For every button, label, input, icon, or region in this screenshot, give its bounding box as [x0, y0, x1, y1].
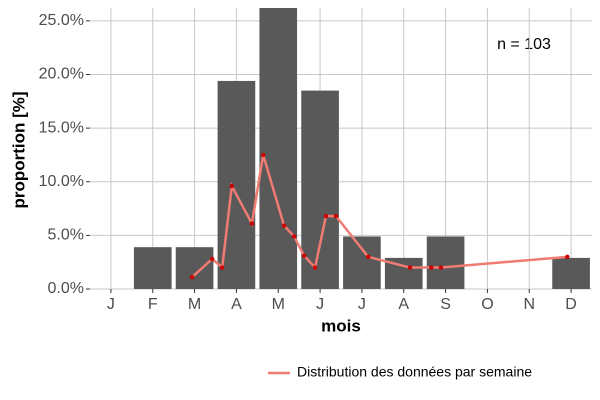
x-tick-label: O: [481, 296, 493, 313]
y-tick-label: 15.0%: [39, 119, 84, 136]
point: [209, 256, 215, 262]
legend-label: Distribution des données par semaine: [297, 364, 532, 380]
y-tick-label: 10.0%: [39, 173, 84, 190]
x-axis-label: mois: [321, 316, 361, 335]
bar: [552, 257, 590, 289]
x-tick-label: J: [107, 296, 115, 313]
point: [438, 265, 444, 270]
point: [249, 221, 255, 226]
x-tick-label: N: [523, 296, 535, 313]
point: [219, 265, 225, 270]
x-tick-label: J: [358, 296, 366, 313]
point: [260, 152, 266, 158]
y-tick-label: 0.0%: [48, 280, 84, 297]
bar: [343, 236, 381, 289]
x-tick-label: M: [272, 296, 285, 313]
bar: [133, 247, 172, 289]
point: [189, 275, 195, 280]
point: [323, 213, 329, 219]
point: [291, 234, 297, 239]
x-tick-label: A: [231, 296, 242, 313]
x-tick-label: S: [440, 296, 451, 313]
y-tick-label: 5.0%: [48, 227, 84, 244]
bar: [259, 8, 298, 289]
point: [312, 265, 318, 270]
point: [281, 223, 287, 228]
annotation: n = 103: [497, 36, 551, 53]
point: [429, 265, 434, 270]
y-axis-label: proportion [%]: [9, 91, 28, 208]
point: [365, 254, 371, 260]
x-tick-label: D: [565, 296, 577, 313]
bar: [175, 247, 214, 289]
point: [229, 183, 235, 189]
x-tick-label: J: [316, 296, 324, 313]
x-tick-label: F: [148, 296, 158, 313]
bar: [301, 90, 339, 289]
point: [407, 265, 413, 270]
point: [301, 253, 307, 258]
x-tick-label: M: [188, 296, 201, 313]
y-tick-label: 20.0%: [39, 66, 84, 83]
x-tick-label: A: [398, 296, 409, 313]
point: [333, 213, 339, 219]
bar: [426, 236, 465, 289]
point: [565, 254, 570, 260]
y-tick-label: 25.0%: [39, 12, 84, 29]
